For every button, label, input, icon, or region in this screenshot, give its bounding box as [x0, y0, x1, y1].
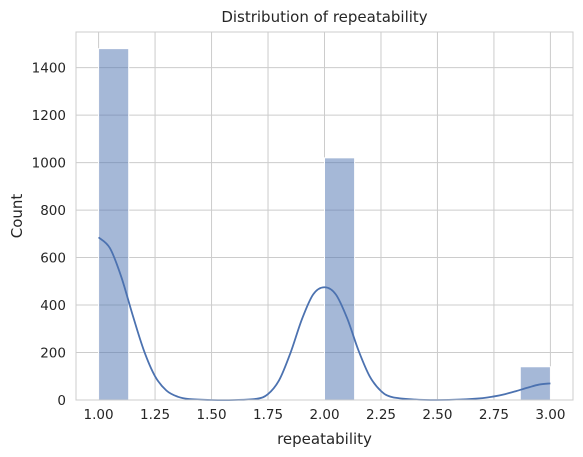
- x-tick-label: 1.25: [140, 407, 170, 423]
- y-tick-label: 1000: [32, 156, 66, 172]
- x-tick-label: 1.75: [253, 407, 283, 423]
- y-tick-label: 400: [40, 298, 66, 314]
- plot-frame: [75, 31, 574, 401]
- x-tick-label: 3.00: [535, 407, 565, 423]
- x-tick-label: 1.50: [197, 407, 227, 423]
- y-tick-labels: 0 200 400 600 800 1000 1200 1400: [32, 61, 66, 409]
- chart-title: Distribution of repeatability: [221, 8, 427, 26]
- x-axis-label: repeatability: [277, 430, 372, 448]
- histogram-bar: [98, 48, 130, 401]
- histogram-bars: [98, 48, 551, 401]
- y-tick-label: 0: [57, 393, 66, 409]
- x-tick-label: 2.25: [366, 407, 396, 423]
- histogram-bar: [324, 157, 356, 401]
- y-tick-label: 1400: [32, 61, 66, 77]
- x-tick-label: 1.00: [84, 407, 114, 423]
- kde-curve-group: [97, 236, 551, 402]
- y-axis-label: Count: [8, 194, 26, 239]
- y-tick-label: 600: [40, 251, 66, 267]
- x-tick-labels: 1.00 1.25 1.50 1.75 2.00 2.25 2.50 2.75 3.00: [84, 407, 566, 423]
- y-tick-label: 800: [40, 203, 66, 219]
- x-tick-label: 2.75: [479, 407, 509, 423]
- y-tick-label: 1200: [32, 108, 66, 124]
- y-tick-label: 200: [40, 346, 66, 362]
- x-tick-label: 2.00: [309, 407, 339, 423]
- x-tick-label: 2.50: [422, 407, 452, 423]
- kde-curve: [97, 236, 551, 402]
